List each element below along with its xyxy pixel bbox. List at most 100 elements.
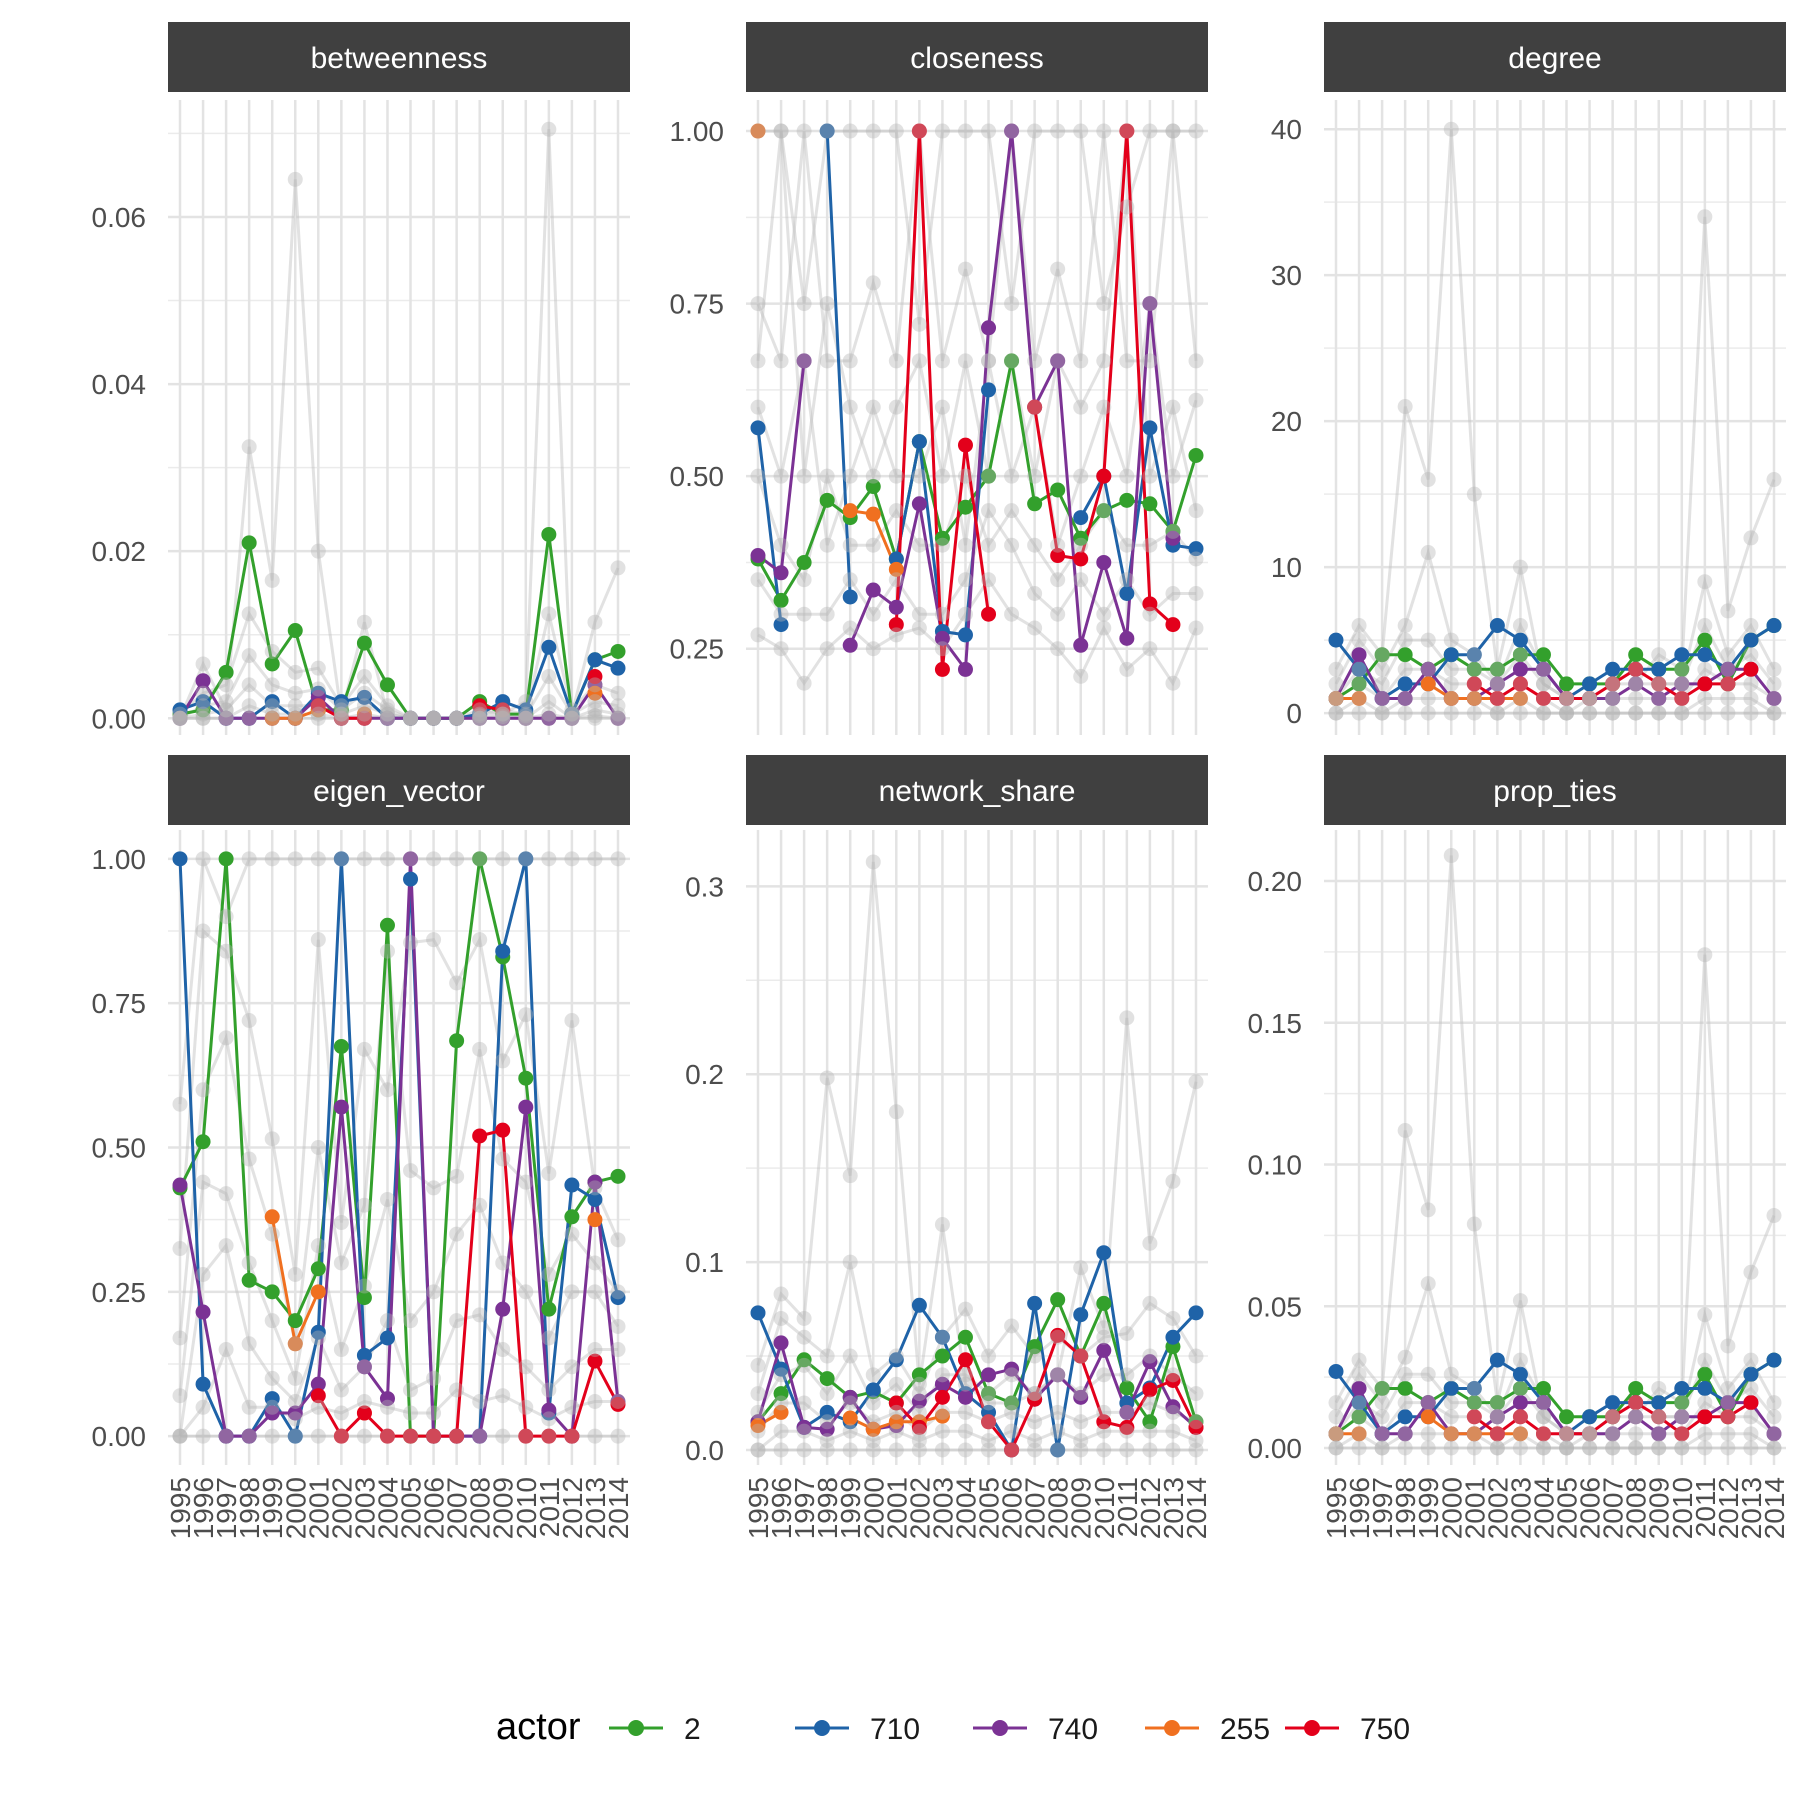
background-point [1027, 353, 1043, 369]
background-point [172, 710, 188, 726]
series-point-255 [750, 123, 766, 139]
series-point-710 [957, 627, 973, 643]
background-point [518, 708, 534, 724]
background-point [403, 710, 419, 726]
background-point [541, 121, 557, 137]
series-point-750 [1674, 1426, 1690, 1442]
background-point [1027, 586, 1043, 602]
background-point [1397, 1349, 1413, 1365]
x-tick-label: 2010 [511, 1477, 542, 1539]
background-point [1443, 121, 1459, 137]
background-point [1512, 1426, 1528, 1442]
background-point [957, 123, 973, 139]
background-point [1605, 1440, 1621, 1456]
series-point-750 [356, 710, 372, 726]
background-point [195, 706, 211, 722]
background-point [1420, 1395, 1436, 1411]
series-point-750 [564, 1428, 580, 1444]
x-tick-label: 2009 [1644, 1477, 1675, 1539]
series-point-740 [1096, 1342, 1112, 1358]
background-point [449, 710, 465, 726]
series-point-710 [1466, 647, 1482, 663]
facet-title: degree [1508, 42, 1601, 75]
background-point [796, 675, 812, 691]
background-point [1466, 647, 1482, 663]
background-point [287, 171, 303, 187]
background-point [1004, 468, 1020, 484]
background-point [264, 1428, 280, 1444]
background-point [1674, 676, 1690, 692]
y-tick-label: 0.00 [92, 703, 147, 734]
background-point [1674, 661, 1690, 677]
background-point [819, 296, 835, 312]
background-point [610, 698, 626, 714]
background-point [750, 1357, 766, 1373]
background-point [472, 1428, 488, 1444]
background-point [1374, 1395, 1390, 1411]
background-point [1165, 399, 1181, 415]
series-point-750 [1489, 691, 1505, 707]
background-point [1489, 705, 1505, 721]
background-point [773, 353, 789, 369]
background-point [518, 710, 534, 726]
background-point [241, 677, 257, 693]
series-point-740 [403, 710, 419, 726]
y-tick-label: 0.75 [670, 289, 725, 320]
x-tick-label: 2013 [1736, 1477, 1767, 1539]
background-point [865, 1414, 881, 1430]
series-point-750 [1720, 676, 1736, 692]
series-point-2 [564, 1209, 580, 1225]
legend-label: 750 [1360, 1713, 1410, 1746]
background-point [264, 1226, 280, 1242]
background-point [518, 710, 534, 726]
y-tick-label: 0.0 [685, 1435, 724, 1466]
series-point-2 [981, 468, 997, 484]
series-point-750 [957, 1352, 973, 1368]
series-point-740 [750, 548, 766, 564]
background-series-line [756, 1261, 1198, 1397]
background-point [819, 641, 835, 657]
background-point [403, 1405, 419, 1421]
background-point [1374, 1380, 1390, 1396]
background-point [957, 572, 973, 588]
series-point-2 [1674, 1395, 1690, 1411]
series-point-2 [1535, 647, 1551, 663]
background-point [934, 1217, 950, 1233]
background-point [518, 851, 534, 867]
background-point [1489, 1426, 1505, 1442]
series-point-750 [1674, 691, 1690, 707]
series-point-740 [541, 1402, 557, 1418]
background-point [1743, 691, 1759, 707]
series-point-2 [796, 1352, 812, 1368]
background-point [172, 710, 188, 726]
background-point [1466, 1380, 1482, 1396]
background-point [403, 851, 419, 867]
series-point-2 [356, 1290, 372, 1306]
background-point [1743, 618, 1759, 634]
series-point-710 [1443, 1380, 1459, 1396]
background-point [587, 1394, 603, 1409]
background-point [1073, 572, 1089, 588]
background-point [587, 1180, 603, 1196]
series-point-2 [1351, 676, 1367, 692]
background-point [750, 353, 766, 369]
x-tick-label: 1999 [1413, 1477, 1444, 1539]
legend-label: 740 [1048, 1713, 1098, 1746]
y-tick-label: 10 [1271, 552, 1302, 583]
series-point-255 [1328, 691, 1344, 707]
background-point [1674, 1440, 1690, 1456]
x-tick-label: 1996 [766, 1477, 797, 1539]
background-point [1628, 691, 1644, 707]
series-point-750 [1582, 691, 1598, 707]
series-point-2 [1397, 1380, 1413, 1396]
background-point [1027, 1433, 1043, 1449]
background-point [1651, 676, 1667, 692]
y-tick-label: 0.00 [92, 1421, 147, 1452]
background-point [1374, 676, 1390, 692]
background-point [1397, 399, 1413, 415]
x-tick-label: 2008 [1043, 1477, 1074, 1539]
background-point [865, 1433, 881, 1449]
series-point-750 [1559, 691, 1575, 707]
series-point-750 [1582, 1426, 1598, 1442]
